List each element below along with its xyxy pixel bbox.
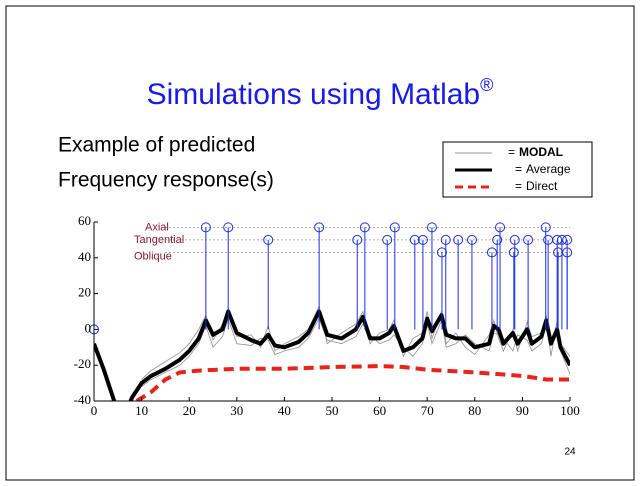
mode-marker <box>359 222 370 233</box>
mode-marker <box>314 222 325 233</box>
body-text: Frequency response(s) <box>58 169 274 192</box>
page-number: 24 <box>564 447 576 458</box>
x-tick-label: 20 <box>183 403 196 418</box>
mode-marker <box>508 247 519 258</box>
mode-marker <box>495 222 506 233</box>
mode-marker <box>200 222 211 233</box>
legend-label: MODAL <box>519 145 563 159</box>
mode-marker <box>263 234 274 245</box>
mode-marker <box>417 234 428 245</box>
title-text: Simulations using Matlab <box>147 78 481 111</box>
mode-marker <box>562 247 573 258</box>
mode-marker <box>562 234 573 245</box>
x-tick-label: 30 <box>230 403 243 418</box>
mode-marker <box>509 234 520 245</box>
x-tick-label: 40 <box>278 403 291 418</box>
level-label: Tangential <box>134 234 184 246</box>
mode-marker <box>389 222 400 233</box>
y-tick-label: 20 <box>78 285 91 300</box>
x-tick-label: 70 <box>421 403 434 418</box>
x-tick-label: 0 <box>91 403 98 418</box>
mode-marker <box>223 222 234 233</box>
y-tick-label: 60 <box>78 213 91 228</box>
mode-marker <box>453 234 464 245</box>
mode-marker <box>426 222 437 233</box>
mode-marker <box>409 234 420 245</box>
x-tick-label: 50 <box>326 403 339 418</box>
x-tick-label: 100 <box>560 403 580 418</box>
legend-entry: = Direct <box>515 179 558 193</box>
x-tick-label: 10 <box>135 403 148 418</box>
mode-marker <box>540 222 551 233</box>
x-tick-label: 60 <box>373 403 386 418</box>
mode-marker <box>466 234 477 245</box>
direct-line <box>135 364 570 401</box>
level-label: Axial <box>145 221 169 233</box>
level-label: Oblique <box>134 250 172 262</box>
y-tick-label: 0 <box>85 320 92 335</box>
y-tick-label: 40 <box>78 249 91 264</box>
mode-marker <box>523 234 534 245</box>
legend-label: Direct <box>526 179 558 193</box>
mode-marker <box>492 234 503 245</box>
x-tick-label: 90 <box>516 403 529 418</box>
legend-entry: = MODAL <box>508 145 563 159</box>
title-superscript: ® <box>480 75 493 95</box>
legend-equals: = <box>515 162 522 176</box>
y-tick-label: -20 <box>74 356 91 371</box>
mode-marker <box>556 234 567 245</box>
mode-marker <box>382 234 393 245</box>
mode-marker <box>486 247 497 258</box>
mode-marker <box>436 247 447 258</box>
legend-equals: = <box>515 179 522 193</box>
mode-marker <box>352 234 363 245</box>
legend-entry: = Average <box>515 162 571 176</box>
body-text: Example of predicted <box>58 134 255 157</box>
legend-label: Average <box>526 162 571 176</box>
x-tick-label: 80 <box>468 403 481 418</box>
average-line <box>94 309 570 401</box>
mode-marker <box>440 234 451 245</box>
plot-area <box>94 304 570 401</box>
slide-title: Simulations using Matlab® <box>147 75 494 111</box>
y-tick-label: -40 <box>74 392 91 407</box>
legend-equals: = <box>508 145 515 159</box>
